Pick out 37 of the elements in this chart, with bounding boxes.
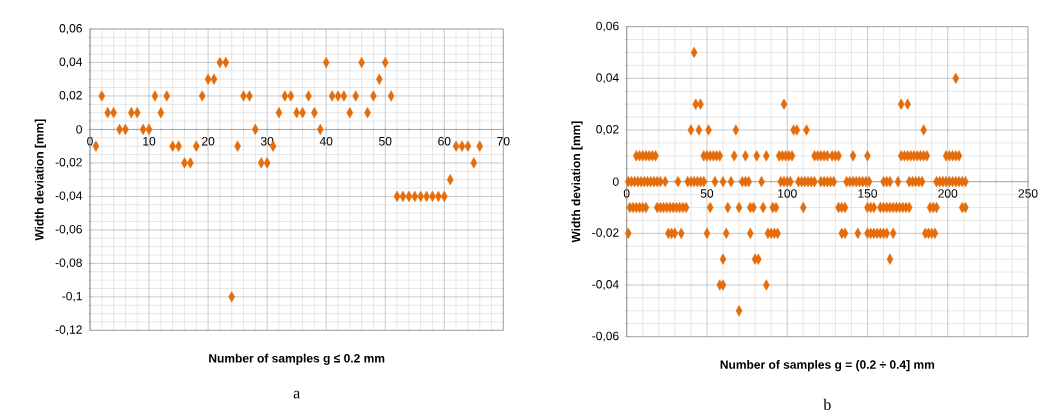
y-tick-label: 0 xyxy=(612,177,619,186)
x-axis-title: Number of samples g = (0.2 ÷ 0.4] mm xyxy=(720,360,935,372)
x-tick-label: 40 xyxy=(319,136,333,146)
y-tick-label: -0,06 xyxy=(55,224,82,235)
x-axis-title: Number of samples g ≤ 0.2 mm xyxy=(209,353,385,365)
y-tick-label: -0,06 xyxy=(592,331,619,342)
x-tick-label: 200 xyxy=(938,189,958,198)
x-tick-label: 250 xyxy=(1018,189,1038,198)
y-tick-label: -0,04 xyxy=(55,191,83,202)
y-tick-label: 0,06 xyxy=(596,21,619,32)
y-tick-label: -0,12 xyxy=(55,325,82,336)
x-tick-label: 150 xyxy=(858,189,878,198)
y-tick-label: 0,04 xyxy=(59,57,83,68)
x-tick-label: 10 xyxy=(143,136,156,146)
x-tick-label: 70 xyxy=(497,136,510,146)
x-tick-label: 30 xyxy=(260,136,274,146)
x-tick-label: 100 xyxy=(778,189,797,198)
x-tick-label: 0 xyxy=(623,189,630,198)
text: b xyxy=(823,398,831,410)
y-tick-label: -0,04 xyxy=(592,280,619,290)
y-tick-label: 0 xyxy=(76,125,82,134)
y-axis-title: Width deviation [mm] xyxy=(571,121,583,243)
x-tick-label: 0 xyxy=(87,136,93,146)
y-axis-title: Width deviation [mm] xyxy=(34,119,46,241)
y-tick-label: -0,02 xyxy=(592,228,619,239)
text: a xyxy=(293,390,300,399)
y-tick-label: 0,02 xyxy=(596,125,619,135)
y-tick-label: 0,04 xyxy=(596,73,619,84)
y-tick-label: -0,1 xyxy=(62,291,82,302)
x-tick-label: 60 xyxy=(438,136,451,146)
x-tick-label: 50 xyxy=(700,189,714,198)
y-tick-label: -0,02 xyxy=(55,157,82,168)
y-tick-label: 0,02 xyxy=(59,91,82,101)
x-tick-label: 50 xyxy=(379,136,392,146)
y-tick-label: 0,06 xyxy=(59,24,82,34)
y-tick-label: -0,08 xyxy=(55,258,82,269)
x-tick-label: 20 xyxy=(202,136,215,146)
